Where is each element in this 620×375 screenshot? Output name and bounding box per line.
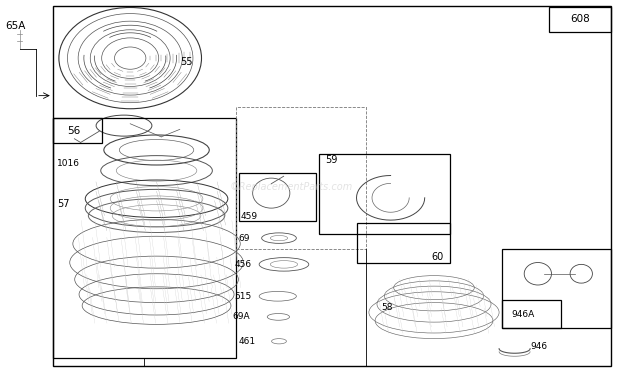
Text: 461: 461 — [239, 337, 256, 346]
Text: 608: 608 — [570, 15, 590, 24]
Text: 515: 515 — [234, 292, 252, 301]
Text: 1016: 1016 — [57, 159, 80, 168]
Text: 459: 459 — [241, 212, 258, 221]
Text: 946A: 946A — [512, 310, 534, 319]
Text: 65A: 65A — [5, 21, 25, 31]
Text: 456: 456 — [234, 260, 252, 269]
Bar — [356, 223, 450, 262]
Bar — [53, 118, 236, 358]
Bar — [502, 249, 611, 328]
Text: 60: 60 — [431, 252, 443, 262]
Text: 58: 58 — [381, 303, 393, 312]
Text: 55: 55 — [180, 57, 192, 67]
Text: 56: 56 — [67, 126, 80, 135]
Text: 69: 69 — [239, 234, 250, 243]
Bar — [53, 118, 102, 142]
Text: ©ReplacementParts.com: ©ReplacementParts.com — [230, 183, 353, 192]
Text: 57: 57 — [57, 200, 69, 209]
Bar — [236, 107, 366, 249]
Text: 69A: 69A — [232, 312, 249, 321]
Text: 946: 946 — [530, 342, 547, 351]
Bar — [502, 300, 561, 328]
Text: 59: 59 — [326, 156, 338, 165]
Bar — [319, 154, 450, 234]
Bar — [549, 7, 611, 32]
Bar — [239, 172, 316, 221]
